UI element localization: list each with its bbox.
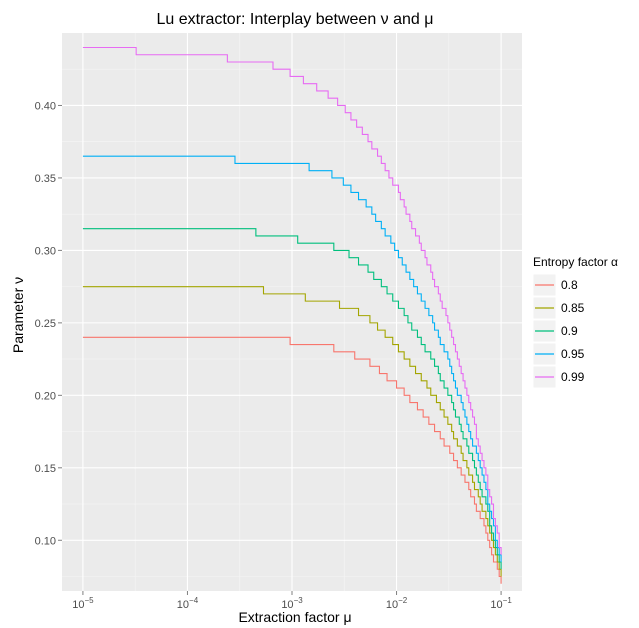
y-tick-label: 0.40 (35, 100, 56, 112)
y-tick-label: 0.25 (35, 318, 56, 330)
y-tick-label: 0.20 (35, 390, 56, 402)
x-tick-label: 10−2 (386, 596, 408, 611)
x-axis: 10−5 10−4 10−3 10−2 10−1 (72, 591, 512, 611)
legend-label: 0.9 (561, 324, 578, 338)
y-tick-label: 0.35 (35, 173, 56, 185)
y-axis-title: Parameter ν (10, 277, 26, 353)
legend-item-0.99: 0.99 (533, 366, 585, 388)
legend-item-0.85: 0.85 (533, 297, 585, 319)
legend-title: Entropy factor α (533, 255, 618, 269)
legend-label: 0.99 (561, 370, 585, 384)
legend: Entropy factor α 0.8 0.85 0.9 0.95 0.99 (533, 255, 618, 388)
x-tick-label: 10−5 (72, 596, 94, 611)
legend-label: 0.8 (561, 278, 578, 292)
x-tick-label: 10−1 (490, 596, 512, 611)
y-tick-label: 0.15 (35, 463, 56, 475)
chart-title: Lu extractor: Interplay between ν and μ (157, 11, 434, 28)
y-axis: 0.10 0.15 0.20 0.25 0.30 0.35 0.40 (35, 100, 62, 547)
legend-item-0.95: 0.95 (533, 343, 585, 365)
y-tick-label: 0.10 (35, 535, 56, 547)
legend-label: 0.95 (561, 347, 585, 361)
y-tick-label: 0.30 (35, 245, 56, 257)
x-axis-title: Extraction factor μ (238, 609, 351, 625)
legend-item-0.8: 0.8 (533, 274, 578, 296)
legend-label: 0.85 (561, 301, 585, 315)
x-tick-label: 10−4 (177, 596, 199, 611)
legend-item-0.9: 0.9 (533, 320, 578, 342)
